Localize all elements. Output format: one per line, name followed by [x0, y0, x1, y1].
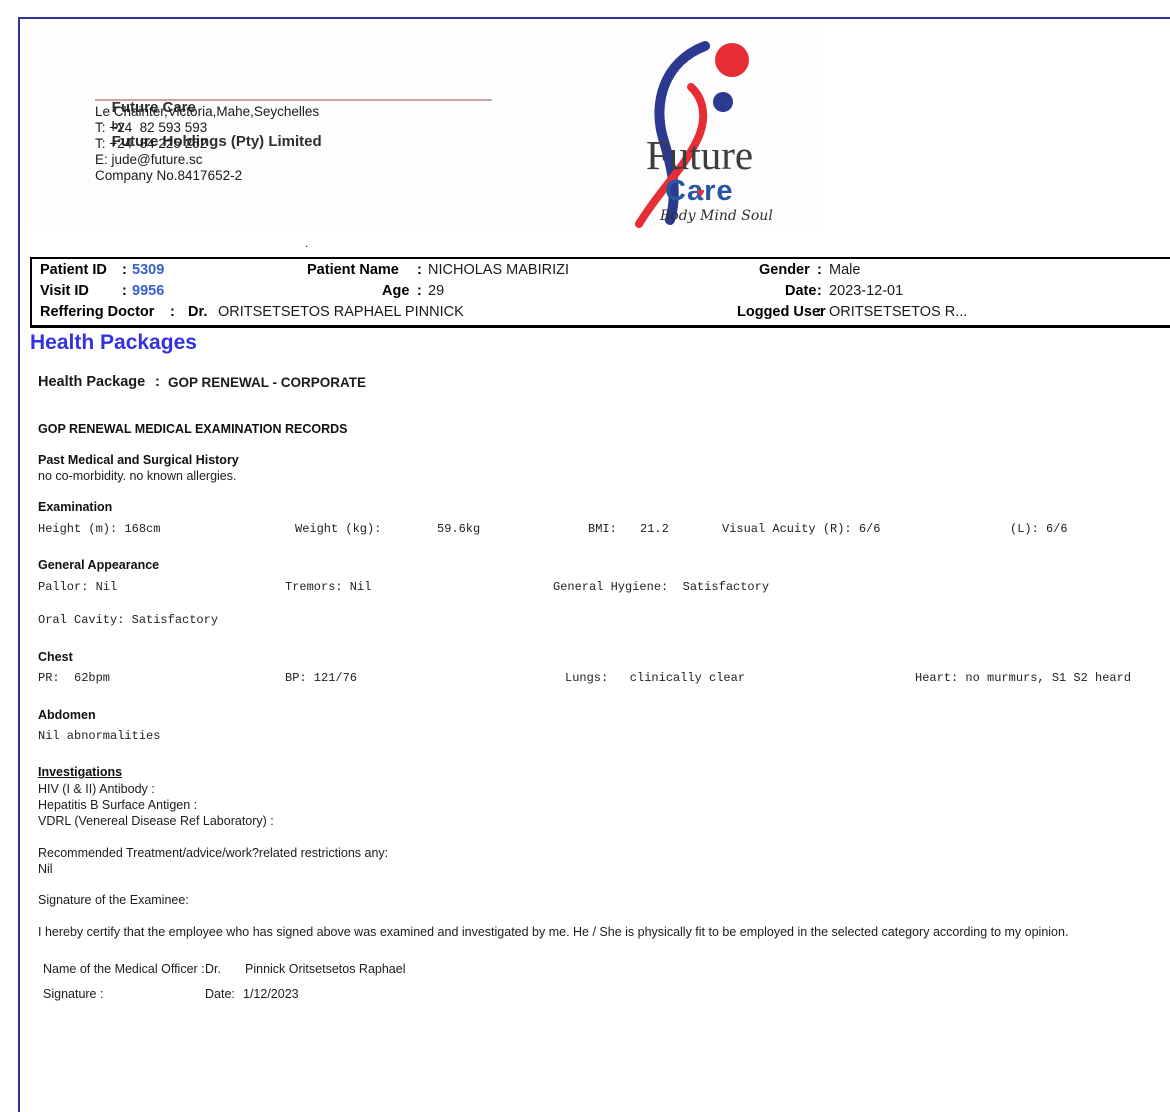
- examination-heading: Examination: [38, 500, 113, 514]
- logo-tagline: Body Mind Soul: [659, 208, 773, 224]
- futurecare-logo-mark: Future Care ♥ Body Mind Soul: [635, 41, 773, 228]
- gender-value: Male: [829, 262, 861, 278]
- investigation-hiv: HIV (I & II) Antibody :: [38, 782, 155, 796]
- exam-weight-label: Weight (kg):: [295, 522, 382, 536]
- visit-id-colon: :: [122, 283, 127, 299]
- logo-red-swoosh: [635, 83, 708, 228]
- recommendation-value: Nil: [38, 862, 53, 876]
- recommendation-label: Recommended Treatment/advice/work?relate…: [38, 846, 389, 860]
- medical-officer-name: Pinnick Oritsetsetos Raphael: [245, 962, 406, 976]
- patient-name-value: NICHOLAS MABIRIZI: [428, 262, 569, 278]
- logged-user-label: Logged User: [737, 304, 826, 320]
- medical-officer-label: Name of the Medical Officer :: [43, 962, 205, 976]
- company-address: Le Chainter,Victoria,Mahe,Seychelles: [95, 104, 320, 119]
- age-value: 29: [428, 283, 445, 299]
- logo-word-future: Future: [646, 132, 753, 178]
- patient-info-bar: Patient ID : 5309 Patient Name : NICHOLA…: [30, 257, 1170, 328]
- chest-lungs: Lungs: clinically clear: [565, 671, 746, 685]
- investigation-vdrl: VDRL (Venereal Disease Ref Laboratory) :: [38, 814, 274, 828]
- exam-weight-value: 59.6kg: [437, 522, 481, 536]
- ga-oral-cavity: Oral Cavity: Satisfactory: [38, 613, 219, 627]
- exam-bmi-label: BMI:: [588, 522, 617, 536]
- ga-hygiene: General Hygiene: Satisfactory: [553, 580, 770, 594]
- records-heading: GOP RENEWAL MEDICAL EXAMINATION RECORDS: [38, 422, 348, 436]
- page-border-frame: [18, 17, 1170, 1112]
- chest-heart: Heart: no murmurs, S1 S2 heard: [915, 671, 1132, 685]
- date-field-label: Date:: [205, 987, 235, 1001]
- company-name-rest: Future Holdings (Pty) Limited: [111, 133, 322, 150]
- logo-blue-swoosh: [654, 41, 710, 225]
- referring-doctor-prefix: Dr.: [188, 304, 208, 320]
- date-value: 2023-12-01: [829, 283, 904, 299]
- chest-heading: Chest: [38, 650, 73, 664]
- examinee-signature-label: Signature of the Examinee:: [38, 893, 189, 907]
- investigation-hepb: Hepatitis B Surface Antigen :: [38, 798, 198, 812]
- patient-id-label: Patient ID: [40, 262, 107, 278]
- date-label: Date: [785, 283, 817, 299]
- gender-label: Gender: [759, 262, 810, 278]
- health-package-label: Health Package: [38, 374, 146, 390]
- exam-bmi-value: 21.2: [640, 522, 669, 536]
- referring-doctor-value: ORITSETSETOS RAPHAEL PINNICK: [218, 304, 464, 320]
- company-name: Future Care by Future Holdings (Pty) Lim…: [95, 82, 322, 167]
- age-colon: :: [417, 283, 422, 299]
- patient-name-label: Patient Name: [307, 262, 399, 278]
- company-phone-1: T: +24 82 593 593: [95, 120, 208, 135]
- abdomen-heading: Abdomen: [38, 708, 96, 722]
- company-name-main: Future Care: [111, 99, 196, 116]
- abdomen-text: Nil abnormalities: [38, 729, 161, 743]
- patient-id-value: 5309: [132, 262, 165, 278]
- patient-id-colon: :: [122, 262, 127, 278]
- history-text: no co-morbidity. no known allergies.: [38, 469, 237, 483]
- history-heading: Past Medical and Surgical History: [38, 453, 239, 467]
- exam-visual-acuity-left: (L): 6/6: [1010, 522, 1068, 536]
- logo-blue-dot: [713, 92, 733, 112]
- gender-colon: :: [817, 262, 822, 278]
- company-email: E: jude@future.sc: [95, 152, 203, 167]
- company-name-underline: [95, 99, 492, 101]
- futurecare-logo: Future Care ♥ Body Mind Soul: [613, 40, 825, 228]
- certification-statement: I hereby certify that the employee who h…: [38, 925, 1069, 939]
- logged-user-colon: :: [817, 304, 822, 320]
- medical-officer-prefix: Dr.: [205, 962, 221, 976]
- visit-id-label: Visit ID: [40, 283, 89, 299]
- health-package-value: GOP RENEWAL - CORPORATE: [168, 375, 367, 390]
- heart-icon: ♥: [697, 185, 705, 200]
- ga-tremors: Tremors: Nil: [285, 580, 372, 594]
- stray-dot: .: [305, 236, 309, 250]
- ga-pallor: Pallor: Nil: [38, 580, 118, 594]
- company-name-by: by: [111, 120, 125, 132]
- page-title: Health Packages: [30, 331, 197, 354]
- signature-label: Signature :: [43, 987, 104, 1001]
- age-label: Age: [382, 283, 410, 299]
- referring-doctor-label: Reffering Doctor: [40, 304, 155, 320]
- health-package-colon: :: [155, 374, 160, 390]
- company-number: Company No.8417652-2: [95, 168, 243, 183]
- letterhead: Future Care by Future Holdings (Pty) Lim…: [30, 30, 822, 227]
- logo-red-dot: [715, 43, 749, 77]
- exam-visual-acuity-right: Visual Acuity (R): 6/6: [722, 522, 881, 536]
- patient-name-colon: :: [417, 262, 422, 278]
- visit-id-value: 9956: [132, 283, 165, 299]
- company-phone-2: T: +24 84 225 252: [95, 136, 208, 151]
- date-field-value: 1/12/2023: [243, 987, 299, 1001]
- investigations-heading: Investigations: [38, 765, 123, 779]
- chest-pr: PR: 62bpm: [38, 671, 111, 685]
- general-appearance-heading: General Appearance: [38, 558, 160, 572]
- referring-doctor-colon: :: [170, 304, 175, 320]
- chest-bp: BP: 121/76: [285, 671, 358, 685]
- date-colon: :: [817, 283, 822, 299]
- logo-word-care: Care: [665, 175, 734, 207]
- logged-user-value: ORITSETSETOS R...: [829, 304, 968, 320]
- exam-height: Height (m): 168cm: [38, 522, 161, 536]
